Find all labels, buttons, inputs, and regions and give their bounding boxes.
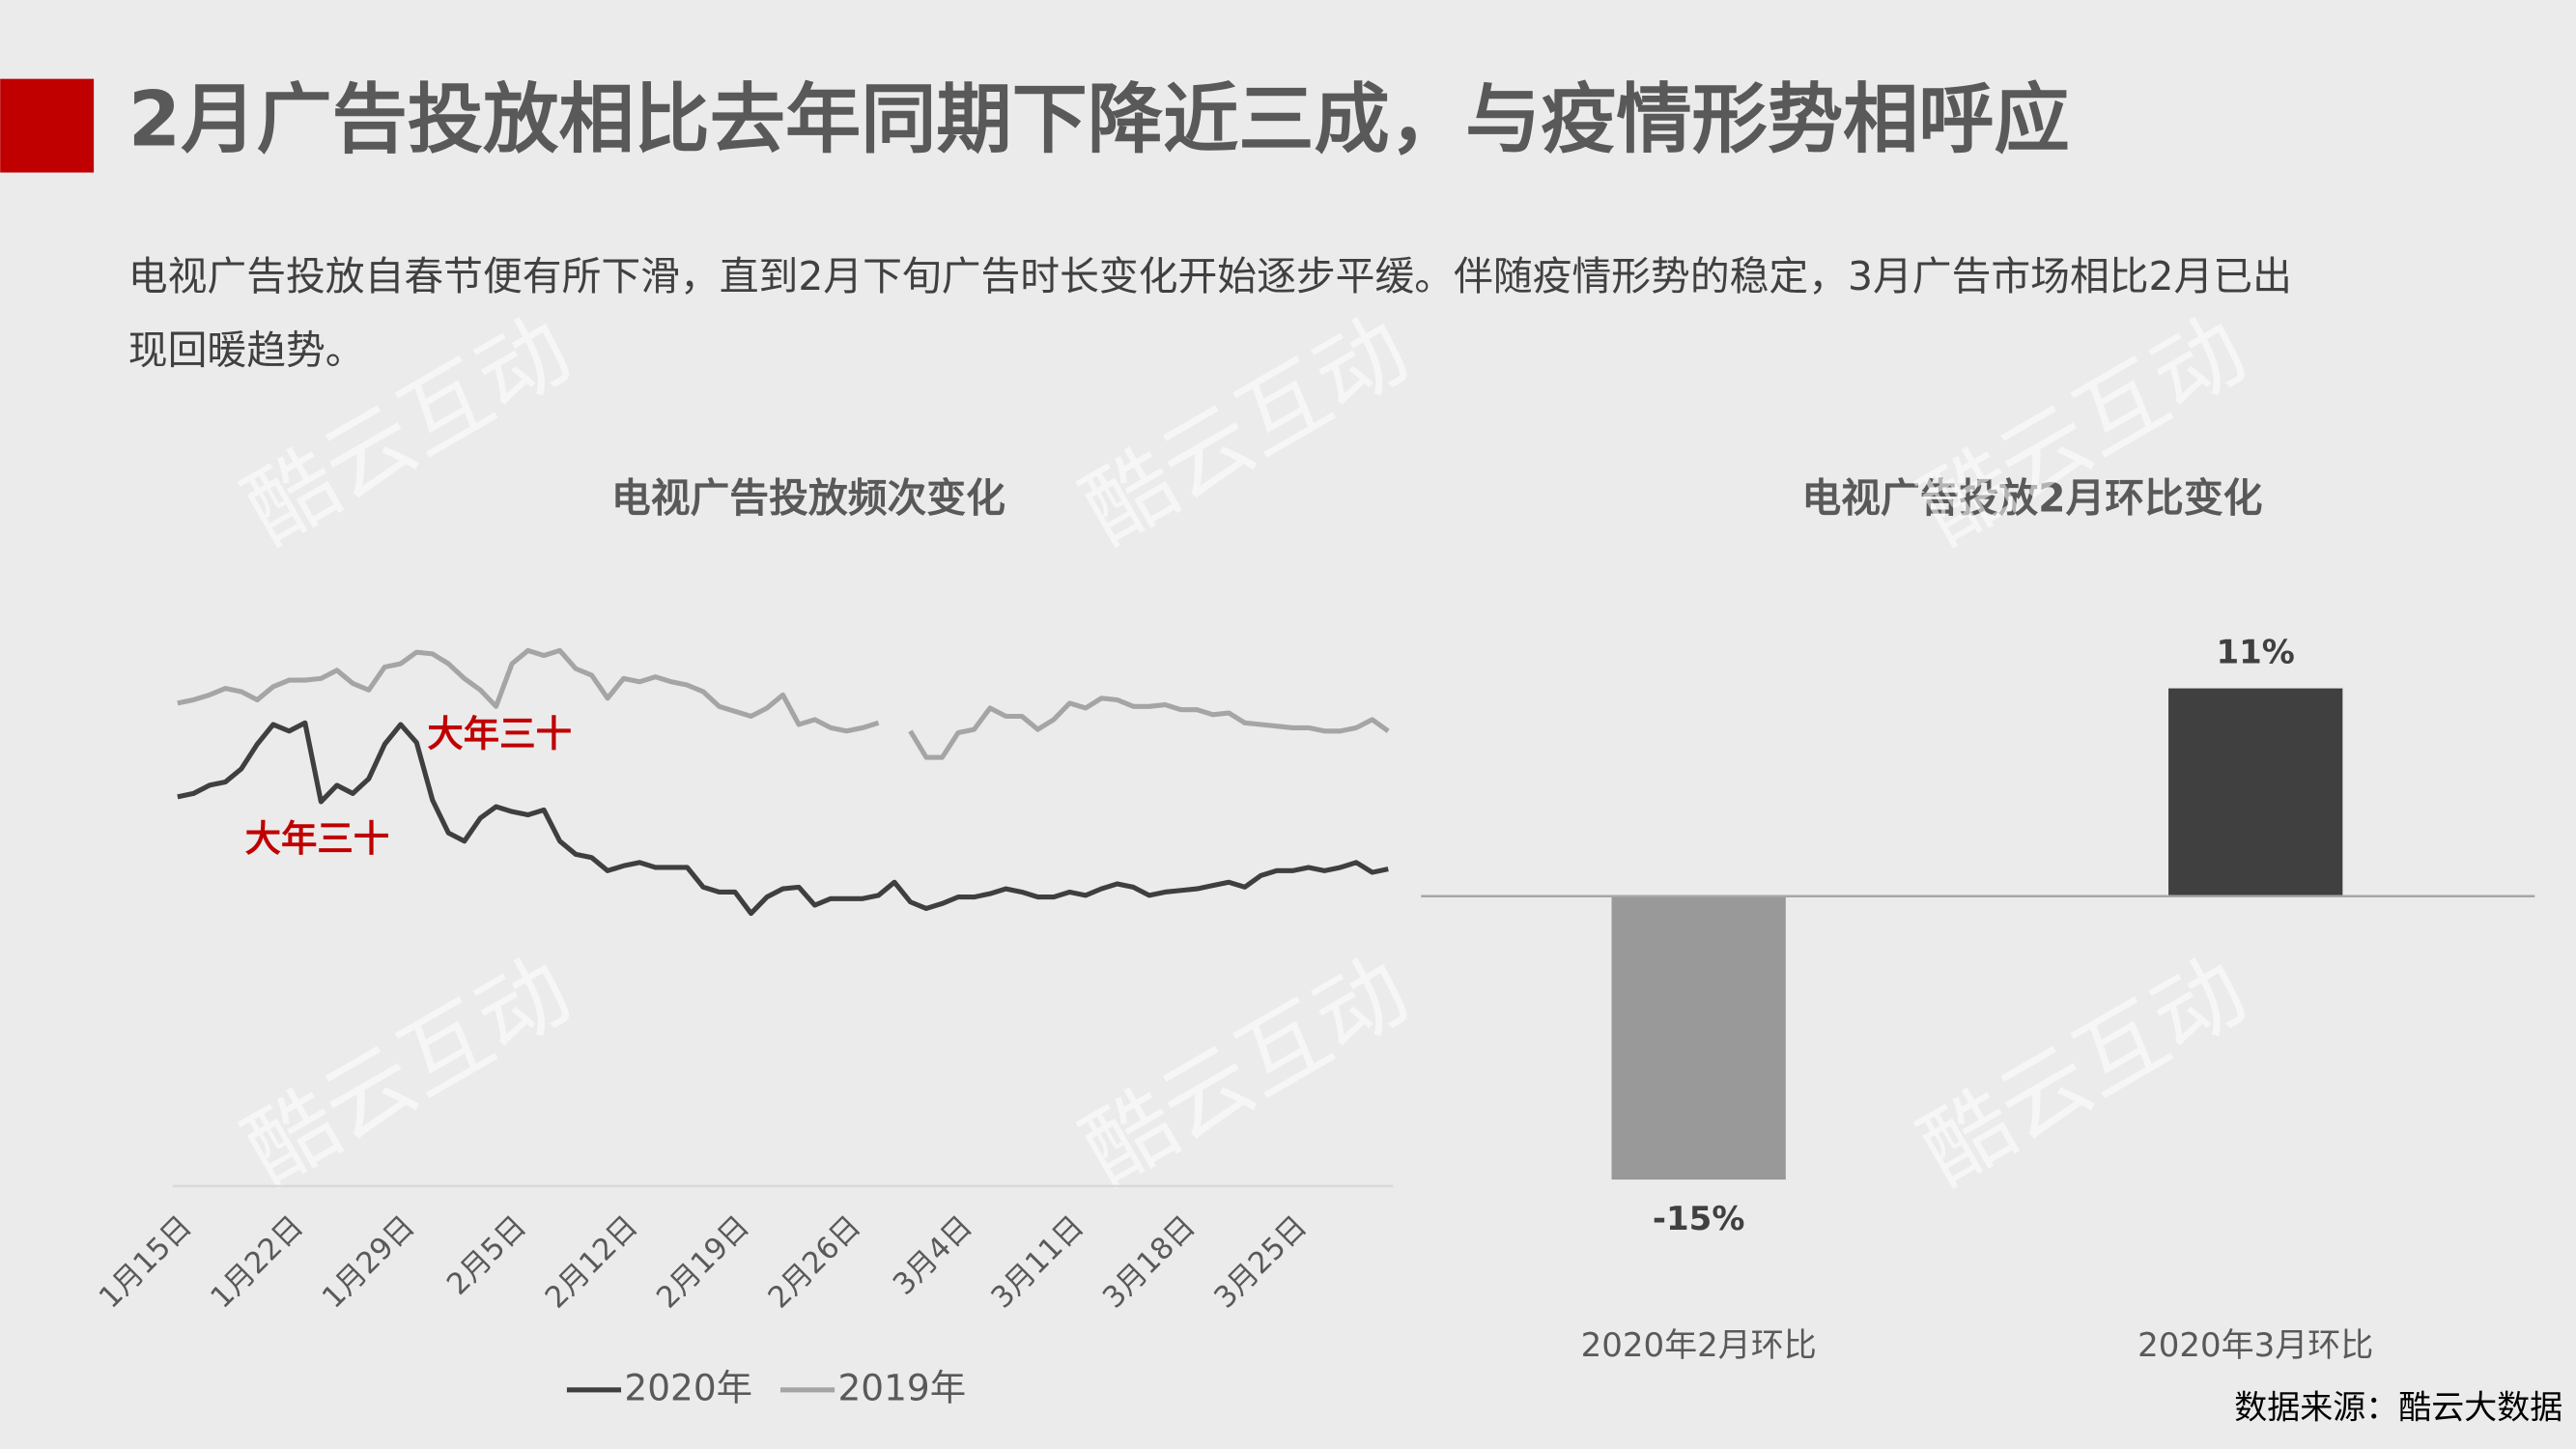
value-label: -15% — [1653, 1200, 1745, 1238]
legend-label: 2020年 — [624, 1366, 752, 1408]
bar — [1611, 895, 1786, 1180]
category-label: 2020年3月环比 — [2137, 1326, 2373, 1365]
legend-label: 2019年 — [838, 1366, 967, 1408]
category-label: 2020年2月环比 — [1581, 1326, 1817, 1365]
line-series — [177, 647, 1390, 760]
line-series — [177, 720, 1389, 917]
bar — [2168, 688, 2343, 896]
slide-title: 2月广告投放相比去年同期下降近三成，与疫情形势相呼应 — [128, 76, 2070, 164]
chart-title: 电视广告投放2月环比变化 — [1801, 475, 2262, 522]
title-marker — [0, 78, 95, 173]
annotation: 大年三十 — [427, 712, 572, 754]
chart-title: 电视广告投放频次变化 — [611, 475, 1005, 522]
value-label: 11% — [2217, 633, 2295, 671]
source: 数据来源：酷云大数据 — [2234, 1389, 2562, 1428]
subtitle: 现回暖趋势。 — [128, 327, 365, 374]
subtitle: 电视广告投放自春节便有所下滑，直到2月下旬广告时长变化开始逐步平缓。伴随疫情形势… — [128, 253, 2292, 299]
annotation: 大年三十 — [245, 817, 390, 860]
